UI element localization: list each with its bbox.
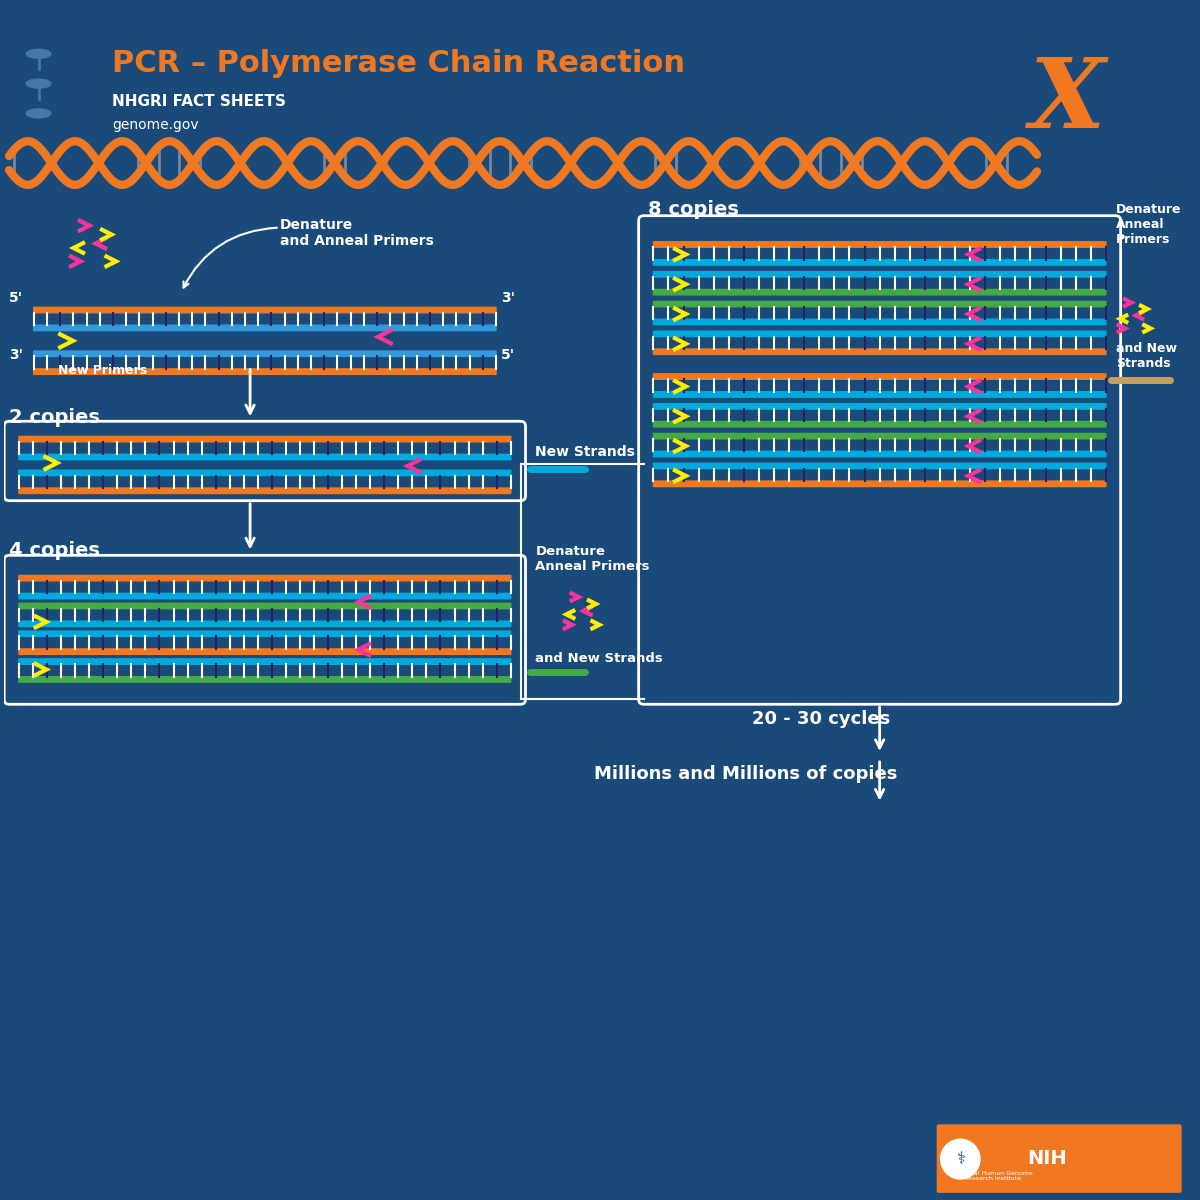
Ellipse shape (26, 49, 50, 59)
FancyBboxPatch shape (653, 391, 1106, 397)
FancyBboxPatch shape (19, 622, 511, 626)
Text: New Primers: New Primers (59, 364, 148, 377)
FancyBboxPatch shape (19, 488, 511, 493)
FancyBboxPatch shape (19, 649, 511, 654)
FancyBboxPatch shape (653, 463, 1106, 469)
FancyBboxPatch shape (653, 374, 1106, 379)
FancyBboxPatch shape (653, 349, 1106, 354)
Text: X: X (1028, 54, 1104, 148)
FancyBboxPatch shape (653, 403, 1106, 409)
Text: 3': 3' (10, 348, 23, 361)
FancyBboxPatch shape (34, 350, 496, 356)
Text: New Strands: New Strands (535, 445, 635, 460)
Text: Denature
and Anneal Primers: Denature and Anneal Primers (280, 217, 433, 248)
FancyBboxPatch shape (653, 301, 1106, 307)
FancyBboxPatch shape (653, 241, 1106, 247)
Text: National Human Genome
Research Institute: National Human Genome Research Institute (953, 1170, 1033, 1181)
Text: 5': 5' (10, 292, 23, 305)
Text: 20 - 30 cycles: 20 - 30 cycles (751, 710, 890, 728)
Text: and New
Strands: and New Strands (1116, 342, 1177, 370)
FancyBboxPatch shape (937, 1124, 1182, 1193)
FancyBboxPatch shape (19, 470, 511, 475)
FancyBboxPatch shape (653, 331, 1106, 336)
FancyBboxPatch shape (19, 455, 511, 460)
Text: 2 copies: 2 copies (10, 408, 100, 427)
FancyBboxPatch shape (653, 289, 1106, 295)
Circle shape (941, 1139, 980, 1178)
FancyBboxPatch shape (653, 451, 1106, 457)
Text: 4 copies: 4 copies (10, 541, 100, 560)
Text: Denature
Anneal
Primers: Denature Anneal Primers (1116, 203, 1181, 246)
FancyBboxPatch shape (653, 271, 1106, 277)
FancyBboxPatch shape (653, 481, 1106, 486)
Text: 3': 3' (500, 292, 515, 305)
FancyBboxPatch shape (19, 604, 511, 608)
Text: 5': 5' (500, 348, 515, 361)
FancyBboxPatch shape (653, 259, 1106, 265)
Text: genome.gov: genome.gov (113, 119, 199, 132)
FancyBboxPatch shape (19, 576, 511, 581)
Text: Denature
Anneal Primers: Denature Anneal Primers (535, 545, 650, 574)
FancyBboxPatch shape (34, 368, 496, 374)
Text: 8 copies: 8 copies (648, 199, 739, 218)
FancyBboxPatch shape (653, 421, 1106, 427)
FancyBboxPatch shape (653, 433, 1106, 439)
FancyBboxPatch shape (19, 437, 511, 442)
FancyBboxPatch shape (34, 307, 496, 313)
Text: ⚕: ⚕ (956, 1150, 965, 1168)
Text: NIH: NIH (1027, 1148, 1067, 1168)
Ellipse shape (26, 109, 50, 118)
Text: PCR – Polymerase Chain Reaction: PCR – Polymerase Chain Reaction (113, 49, 685, 78)
FancyBboxPatch shape (19, 593, 511, 599)
FancyBboxPatch shape (19, 677, 511, 682)
FancyBboxPatch shape (19, 659, 511, 665)
FancyBboxPatch shape (34, 325, 496, 331)
Text: Millions and Millions of copies: Millions and Millions of copies (594, 764, 898, 782)
Text: and New Strands: and New Strands (535, 652, 664, 665)
FancyBboxPatch shape (19, 631, 511, 636)
FancyBboxPatch shape (653, 319, 1106, 325)
Ellipse shape (26, 79, 50, 88)
Text: NHGRI FACT SHEETS: NHGRI FACT SHEETS (113, 94, 287, 108)
